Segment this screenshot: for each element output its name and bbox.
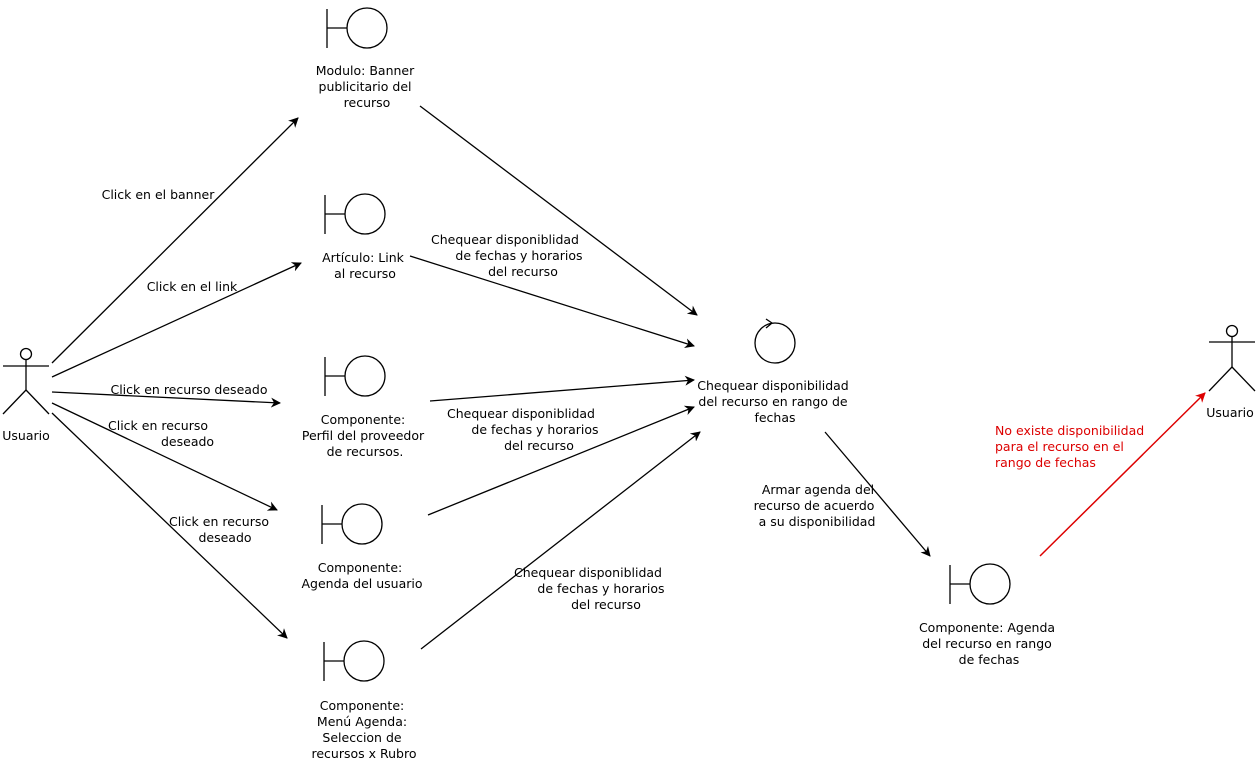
actor-usuario-right[interactable]: Usuario [1206,324,1256,421]
control-label: Chequear disponibilidad del recurso en r… [697,378,852,425]
boundary-perfil[interactable]: Componente: Perfil del proveedor de recu… [302,355,428,459]
boundary-icon [326,7,388,49]
edge-label-armar-agenda: Armar agenda del recurso de acuerdo a su… [754,482,879,529]
boundary-label: Componente: Agenda del usuario [301,560,422,591]
edge-articulo-to-control [409,255,695,349]
edge-click-recurso-agenda [51,402,278,511]
edge-control-to-agenda-recurso [824,431,931,557]
actor-icon [1208,324,1256,392]
boundary-agenda-usuario[interactable]: Componente: Agenda del usuario [301,503,423,591]
edge-label-click-link: Click en el link [147,279,238,294]
actor-icon [2,347,50,415]
actor-usuario-left[interactable]: Usuario [2,347,50,444]
boundary-icon [324,193,386,235]
control-chequear[interactable]: Chequear disponibilidad del recurso en r… [697,318,852,425]
boundary-icon [324,355,386,397]
boundary-label: Componente: Menú Agenda: Seleccion de re… [312,698,417,761]
boundary-banner[interactable]: Modulo: Banner publicitario del recurso [316,7,419,110]
edge-label-chequear-1: Chequear disponiblidad de fechas y horar… [431,232,587,279]
edge-label-chequear-2: Chequear disponiblidad de fechas y horar… [447,406,603,453]
edge-agenda-to-control [427,405,695,516]
edge-banner-to-control [419,105,698,316]
actor-label: Usuario [1206,405,1254,420]
edge-perfil-to-control [429,375,695,402]
edge-label-chequear-3: Chequear disponiblidad de fechas y horar… [514,565,669,612]
edge-click-recurso-menu [51,412,288,639]
boundary-icon [323,640,385,682]
boundary-label: Componente: Agenda del recurso en rango … [919,620,1059,667]
boundary-menu-agenda[interactable]: Componente: Menú Agenda: Seleccion de re… [312,640,417,761]
edge-click-banner [51,117,299,364]
edge-no-disponible [1039,392,1206,557]
boundary-icon [321,503,383,545]
boundary-label: Artículo: Link al recurso [322,250,408,281]
actor-label: Usuario [2,428,50,443]
edge-click-recurso-perfil [51,391,281,408]
boundary-agenda-recurso[interactable]: Componente: Agenda del recurso en rango … [919,563,1059,667]
boundary-label: Componente: Perfil del proveedor de recu… [302,412,428,459]
edge-label-click-recurso-2: Click en recurso deseado [108,418,214,449]
edge-label-click-recurso-1: Click en recurso deseado [110,382,267,397]
boundary-icon [949,563,1011,605]
edge-label-no-disponible: No existe disponibilidad para el recurso… [995,423,1148,470]
boundary-articulo[interactable]: Artículo: Link al recurso [322,193,408,281]
edge-label-click-recurso-3: Click en recurso deseado [169,514,273,545]
edge-label-click-banner: Click en el banner [102,187,216,202]
control-icon [754,318,796,364]
boundary-label: Modulo: Banner publicitario del recurso [316,63,419,110]
edge-menu-to-control [420,431,701,650]
edge-click-link [51,262,302,378]
